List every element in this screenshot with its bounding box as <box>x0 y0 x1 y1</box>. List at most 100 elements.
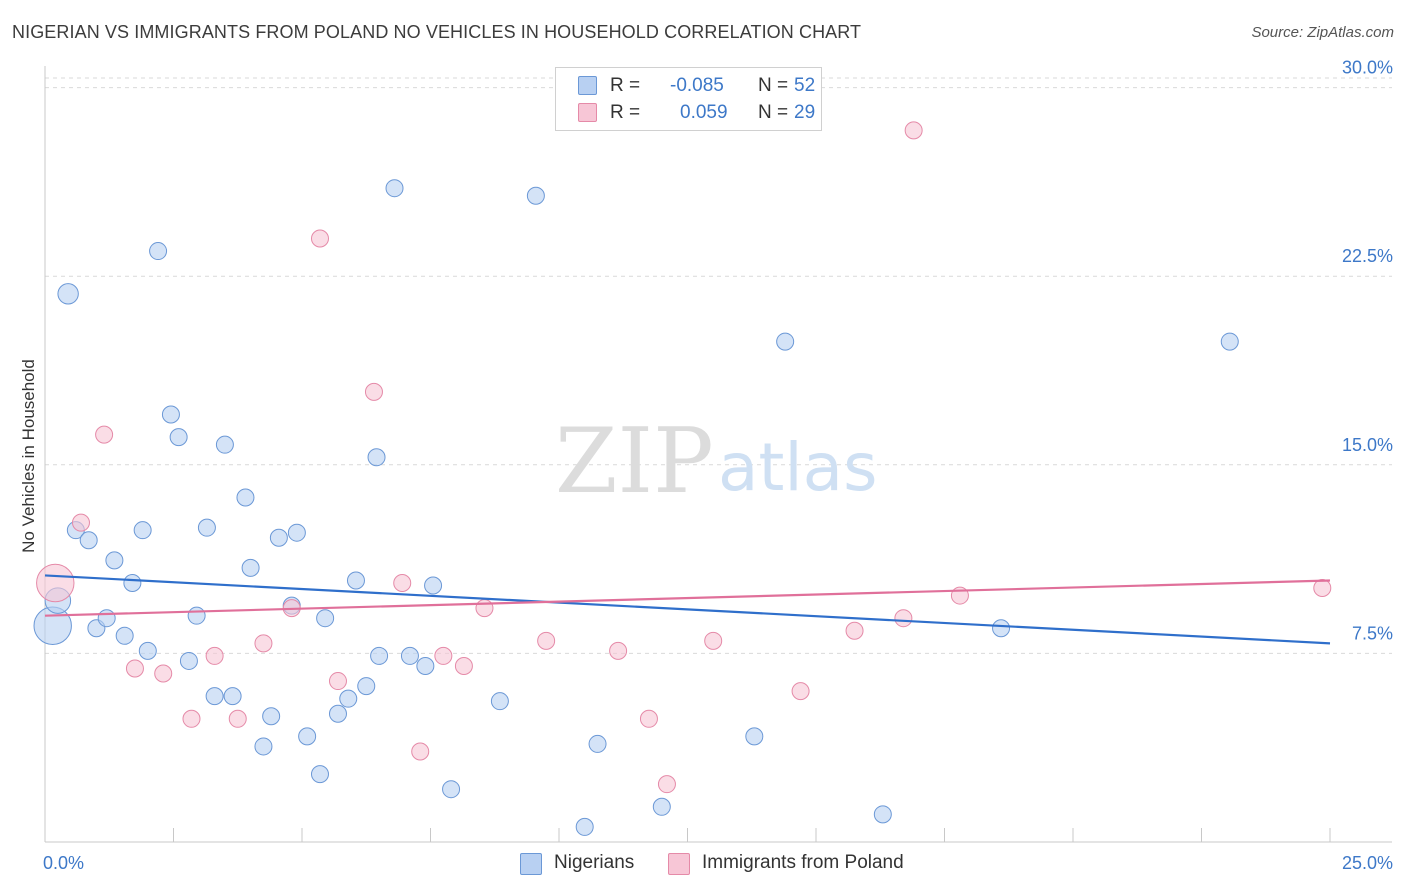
nigerian-point <box>416 656 435 675</box>
n-label: N = <box>758 75 789 96</box>
nigerian-point <box>287 523 306 542</box>
nigerians-swatch <box>520 853 542 875</box>
poland-swatch <box>578 103 597 122</box>
poland-point <box>639 709 658 728</box>
nigerian-point <box>115 626 134 645</box>
nigerian-point <box>339 689 358 708</box>
nigerian-point <box>776 332 795 351</box>
nigerian-point <box>575 817 594 836</box>
poland-point <box>36 563 75 603</box>
nigerian-point <box>310 765 329 784</box>
poland-point <box>310 229 329 248</box>
x-tick-label: 25.0% <box>1342 853 1393 873</box>
poland-point <box>125 659 144 678</box>
y-tick-label: 22.5% <box>1342 246 1393 266</box>
watermark-atlas: atlas <box>718 429 878 506</box>
nigerian-point <box>215 435 234 454</box>
nigerian-point <box>367 448 386 467</box>
n-label: N = <box>758 102 789 123</box>
nigerian-point <box>123 573 142 592</box>
poland-point <box>894 609 913 628</box>
poland-point <box>254 634 273 653</box>
poland-point <box>434 646 453 665</box>
nigerian-point <box>254 737 273 756</box>
r-label: R = <box>610 75 641 96</box>
poland-point <box>454 656 473 675</box>
nigerian-point <box>105 551 124 570</box>
nigerian-point <box>205 687 224 706</box>
nigerian-point <box>1220 332 1239 351</box>
poland-point <box>475 599 494 618</box>
nigerian-point <box>133 521 152 540</box>
poland-point <box>845 621 864 640</box>
chart-title: NIGERIAN VS IMMIGRANTS FROM POLAND NO VE… <box>12 22 862 42</box>
nigerian-point <box>652 797 671 816</box>
poland-point <box>205 646 224 665</box>
nigerian-point <box>442 780 461 799</box>
nigerian-point <box>236 488 255 507</box>
n-value: 52 <box>794 75 816 96</box>
nigerian-point <box>526 186 545 205</box>
poland-point <box>228 709 247 728</box>
nigerian-point <box>269 528 288 547</box>
poland-point <box>791 682 810 701</box>
nigerian-point <box>79 531 98 550</box>
poland-point <box>609 641 628 660</box>
poland-point <box>537 631 556 650</box>
nigerian-point <box>179 651 198 670</box>
poland-point <box>1313 579 1332 598</box>
nigerian-point <box>370 646 389 665</box>
r-value: -0.085 <box>670 75 724 96</box>
poland-point <box>182 709 201 728</box>
n-value: 29 <box>794 102 816 123</box>
watermark-zip: ZIP <box>555 409 714 514</box>
poland-point <box>328 672 347 691</box>
poland-point <box>904 121 923 140</box>
nigerian-point <box>385 179 404 198</box>
nigerian-point <box>316 609 335 628</box>
poland-point <box>71 513 90 532</box>
nigerian-point <box>57 283 79 305</box>
nigerian-point <box>490 692 509 711</box>
nigerians-trend-line <box>44 574 1331 645</box>
tick-labels: 7.5% 15.0% 22.5% 30.0% 0.0% 25.0% <box>43 58 1393 873</box>
correlation-legend: R = -0.085 N = 52 R = 0.059 N = 29 <box>555 67 822 131</box>
legend-label: Immigrants from Poland <box>702 852 904 873</box>
nigerian-point <box>223 687 242 706</box>
nigerian-point <box>873 805 892 824</box>
nigerian-point <box>298 727 317 746</box>
nigerian-point <box>262 707 281 726</box>
y-tick-label: 15.0% <box>1342 435 1393 455</box>
source-credit: Source: ZipAtlas.com <box>1251 24 1394 41</box>
poland-point <box>411 742 430 761</box>
nigerian-point <box>149 242 168 261</box>
axes <box>44 66 1392 843</box>
nigerian-point <box>197 518 216 537</box>
poland-point <box>704 631 723 650</box>
poland-trend-line <box>44 579 1331 617</box>
nigerian-point <box>241 558 260 577</box>
nigerian-point <box>424 576 443 595</box>
nigerian-point <box>138 641 157 660</box>
data-points <box>33 121 1332 836</box>
nigerian-point <box>169 428 188 447</box>
nigerian-point <box>357 677 376 696</box>
r-value: 0.059 <box>680 102 728 123</box>
nigerian-point <box>992 619 1011 638</box>
nigerian-point <box>346 571 365 590</box>
poland-point <box>364 382 383 401</box>
trend-lines <box>44 574 1331 645</box>
nigerian-point <box>400 646 419 665</box>
nigerian-point <box>745 727 764 746</box>
poland-point <box>393 573 412 592</box>
nigerian-point <box>328 704 347 723</box>
nigerian-point <box>161 405 180 424</box>
poland-point <box>154 664 173 683</box>
x-tick-label: 0.0% <box>43 853 84 873</box>
y-axis-label: No Vehicles in Household <box>19 359 38 553</box>
poland-point <box>95 425 114 444</box>
legend-label: Nigerians <box>554 852 635 873</box>
poland-swatch <box>668 853 690 875</box>
watermark: ZIP atlas <box>555 409 878 514</box>
